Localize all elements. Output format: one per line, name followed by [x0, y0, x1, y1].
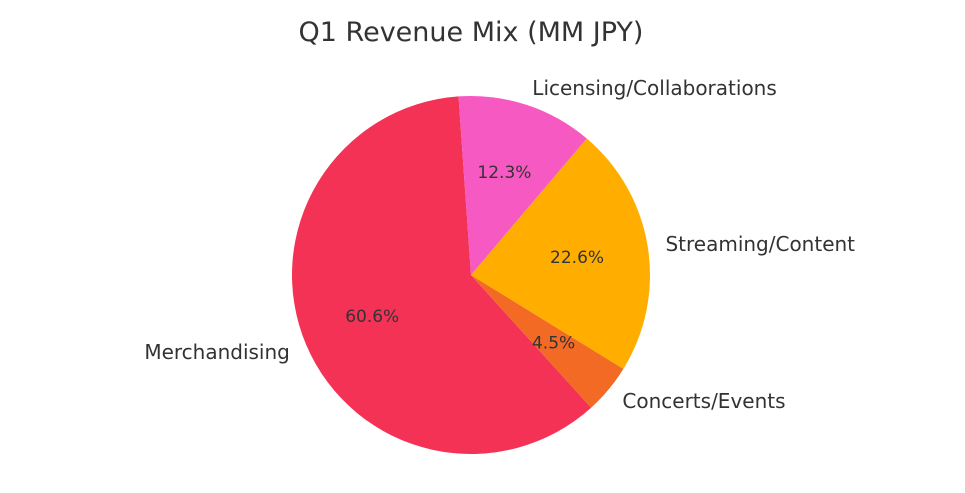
pie-slice-licensing-collaborations [458, 95, 587, 275]
slice-category-label: Concerts/Events [622, 389, 785, 413]
slice-percent-label: 4.5% [532, 334, 575, 354]
pie-slice-streaming-content [471, 138, 650, 369]
slice-percent-label: 60.6% [345, 307, 399, 327]
pie-slice-concerts-events [471, 275, 624, 408]
chart-title: Q1 Revenue Mix (MM JPY) [299, 17, 644, 48]
slice-percent-label: 22.6% [550, 248, 604, 268]
pie-slice-merchandising [292, 96, 592, 454]
slice-category-label: Streaming/Content [665, 232, 855, 256]
slice-category-label: Licensing/Collaborations [532, 76, 776, 100]
pie-slices [292, 95, 650, 454]
slice-category-label: Merchandising [144, 340, 290, 364]
slice-percent-label: 12.3% [477, 163, 531, 183]
pie-labels: 60.6% Merchandising 4.5% Concerts/Events 22.… [144, 76, 855, 413]
